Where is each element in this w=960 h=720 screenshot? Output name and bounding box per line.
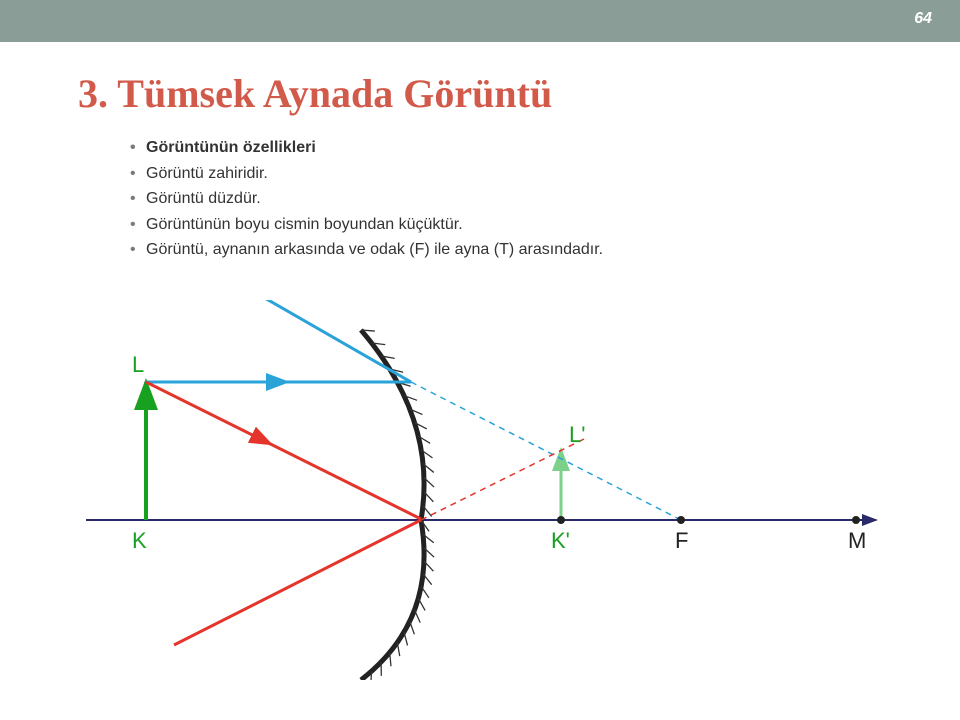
page-number: 64 bbox=[914, 10, 932, 28]
bullet-item: Görüntü düzdür. bbox=[130, 186, 960, 212]
header-bar: 64 bbox=[0, 0, 960, 42]
ray-vertex-reflected bbox=[174, 520, 421, 645]
bullet-item: Görüntü, aynanın arkasında ve odak (F) i… bbox=[130, 237, 960, 263]
axis-point bbox=[557, 516, 565, 524]
ray-to-vertex bbox=[146, 382, 421, 519]
point-label: M bbox=[848, 528, 866, 553]
bullet-item: Görüntü zahiridir. bbox=[130, 161, 960, 187]
ray-parallel-reflected bbox=[216, 300, 411, 382]
bullet-item: Görüntünün boyu cismin boyundan küçüktür… bbox=[130, 212, 960, 238]
axis-point bbox=[677, 516, 685, 524]
axis-point bbox=[852, 516, 860, 524]
point-label: K' bbox=[551, 528, 570, 553]
point-label: K bbox=[132, 528, 147, 553]
slide-title: 3. Tümsek Aynada Görüntü bbox=[78, 70, 960, 117]
diagram-svg: K L K' L' F M bbox=[86, 300, 886, 680]
point-label: F bbox=[675, 528, 688, 553]
point-label: L bbox=[132, 352, 144, 377]
bullet-list: Görüntünün özellikleriGörüntü zahiridir.… bbox=[130, 135, 960, 263]
ray-parallel-virtual bbox=[411, 382, 681, 520]
optics-diagram: K L K' L' F M bbox=[86, 300, 886, 680]
point-label: L' bbox=[569, 422, 585, 447]
bullet-item: Görüntünün özellikleri bbox=[130, 135, 960, 161]
